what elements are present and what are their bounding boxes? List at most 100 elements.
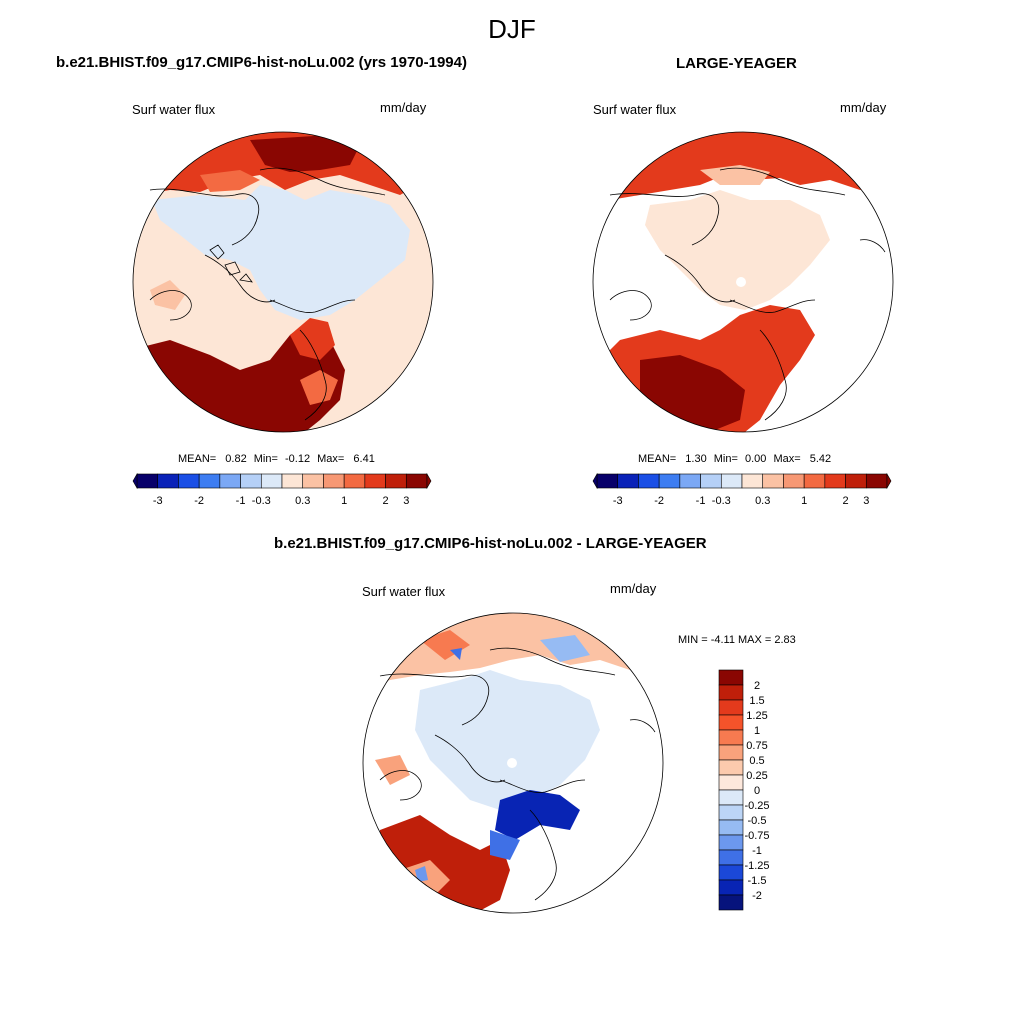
colorbar-swatch [343,473,366,489]
panel-1-atlantic-edge [290,318,335,360]
colorbar-swatch [136,473,159,489]
panel-1-pacific-mid [200,170,260,192]
panel-3-map [362,612,664,914]
panel-1-map [132,131,434,433]
panel-2-arctic-ocean [645,190,830,310]
colorbar-tick-label: -0.5 [748,815,767,827]
panel-2-mean: 1.30 [685,453,707,465]
panel-3-variable: Surf water flux [362,584,446,599]
colorbar-low-end [132,472,138,490]
colorbar-swatch [718,819,744,836]
colorbar-tick-label: 0.3 [755,495,770,507]
colorbar-swatch [405,473,428,489]
panel-3-title: b.e21.BHIST.f09_g17.CMIP6-hist-noLu.002 … [274,535,707,552]
colorbar-tick-label: 0.3 [295,495,310,507]
colorbar-swatch [198,473,221,489]
colorbar-swatch [718,864,744,881]
panel-2-variable: Surf water flux [593,102,677,117]
panel-2-units: mm/day [840,100,887,115]
panel-3-atlantic-blue [415,866,428,882]
panel-3-coastlines [379,647,656,901]
panel-3-colorbar: 2 1.5 1.25 1 0.75 0.5 0.25 0 -0.25 -0.5 -0.75 -1 -1.… [718,669,770,911]
colorbar-swatch [718,789,744,806]
colorbar-tick-label: -0.3 [712,495,731,507]
colorbar-tick-label: 3 [403,495,409,507]
panel-2-pole-hole [736,277,746,287]
panel-3-barents-blue [495,790,580,840]
colorbar-swatch [718,879,744,896]
colorbar-tick-label: -0.3 [252,495,271,507]
colorbar-swatch [718,729,744,746]
colorbar-tick-label: -2 [752,890,762,902]
panel-1-stats: MEAN= 0.82 Min= -0.12 Max= 6.41 [178,453,375,465]
panel-3-barents-mid [490,830,520,860]
colorbar-swatch [718,669,744,686]
colorbar-tick-label: 1 [754,725,760,737]
panel-1-nordic-seas [300,370,338,405]
colorbar-swatch [718,684,744,701]
panel-1-coastlines [149,167,386,421]
panel-3-units: mm/day [610,581,657,596]
colorbar-swatch [845,473,867,489]
colorbar-tick-label: -1 [236,495,246,507]
panel-1-arctic-ocean [152,185,410,320]
panel-3-pole-hole [507,758,517,768]
panel-1-min-label: Min= [253,453,278,465]
colorbar-tick-label: -1.5 [748,875,767,887]
colorbar-swatch [323,473,345,489]
colorbar-swatch [762,473,784,489]
panel-1-pacific-core [250,135,360,172]
colorbar-swatch [720,473,743,489]
colorbar-tick-label: -2 [654,495,664,507]
colorbar-tick-label: 0.25 [746,770,767,782]
colorbar-swatch [718,774,744,791]
colorbar-tick-label: 0.75 [746,740,767,752]
panel-3-minmax: MIN = -4.11 MAX = 2.83 [678,634,796,646]
colorbar-high-end [886,472,892,490]
colorbar-swatch [638,473,660,489]
colorbar-swatch [260,473,283,489]
colorbar-swatch [364,473,386,489]
panel-3-pacific-blue [540,635,590,662]
colorbar-swatch [824,473,846,489]
panel-1-max: 6.41 [353,453,375,465]
panel-2-max: 5.42 [809,453,832,465]
colorbar-swatch [700,473,722,489]
colorbar-tick-label: 0.5 [749,755,764,767]
colorbar-swatch [178,473,200,489]
colorbar-swatch [658,473,681,489]
colorbar-tick-label: 1 [801,495,807,507]
colorbar-low-end [592,472,598,490]
colorbar-swatch [741,473,764,489]
colorbar-swatch [385,473,407,489]
colorbar-tick-label: -1.25 [744,860,769,872]
colorbar-tick-label: -2 [194,495,204,507]
colorbar-swatch [157,473,179,489]
colorbar-swatch [718,699,744,716]
panel-1-min: -0.12 [284,453,311,465]
panel-3-map-boundary [362,612,664,914]
panel-1-map-boundary [132,131,434,433]
colorbar-swatch [718,894,744,911]
colorbar-swatch [865,473,888,489]
panel-1-variable: Surf water flux [132,102,216,117]
panel-1-max-label: Max= [317,453,345,465]
colorbar-tick-label: 2 [843,495,849,507]
colorbar-tick-label: 1.5 [749,695,764,707]
colorbar-swatch [219,473,241,489]
panel-3-pacific-deep-blue [450,648,462,660]
panel-2-mean-label: MEAN= [638,453,677,465]
colorbar-swatch [718,759,744,776]
panel-1-colorbar: -3 -2 -1 -0.3 0.3 1 2 3 [132,472,432,507]
colorbar-swatch [617,473,639,489]
panel-2-map-boundary [592,131,894,433]
colorbar-swatch [718,804,744,821]
colorbar-swatch [718,744,744,761]
panel-1-title: b.e21.BHIST.f09_g17.CMIP6-hist-noLu.002 … [56,54,467,71]
colorbar-swatch [679,473,701,489]
panel-1-hudson [150,280,185,310]
panel-2-map [592,131,894,433]
colorbar-tick-label: -0.75 [744,830,769,842]
colorbar-tick-label: 1.25 [746,710,767,722]
